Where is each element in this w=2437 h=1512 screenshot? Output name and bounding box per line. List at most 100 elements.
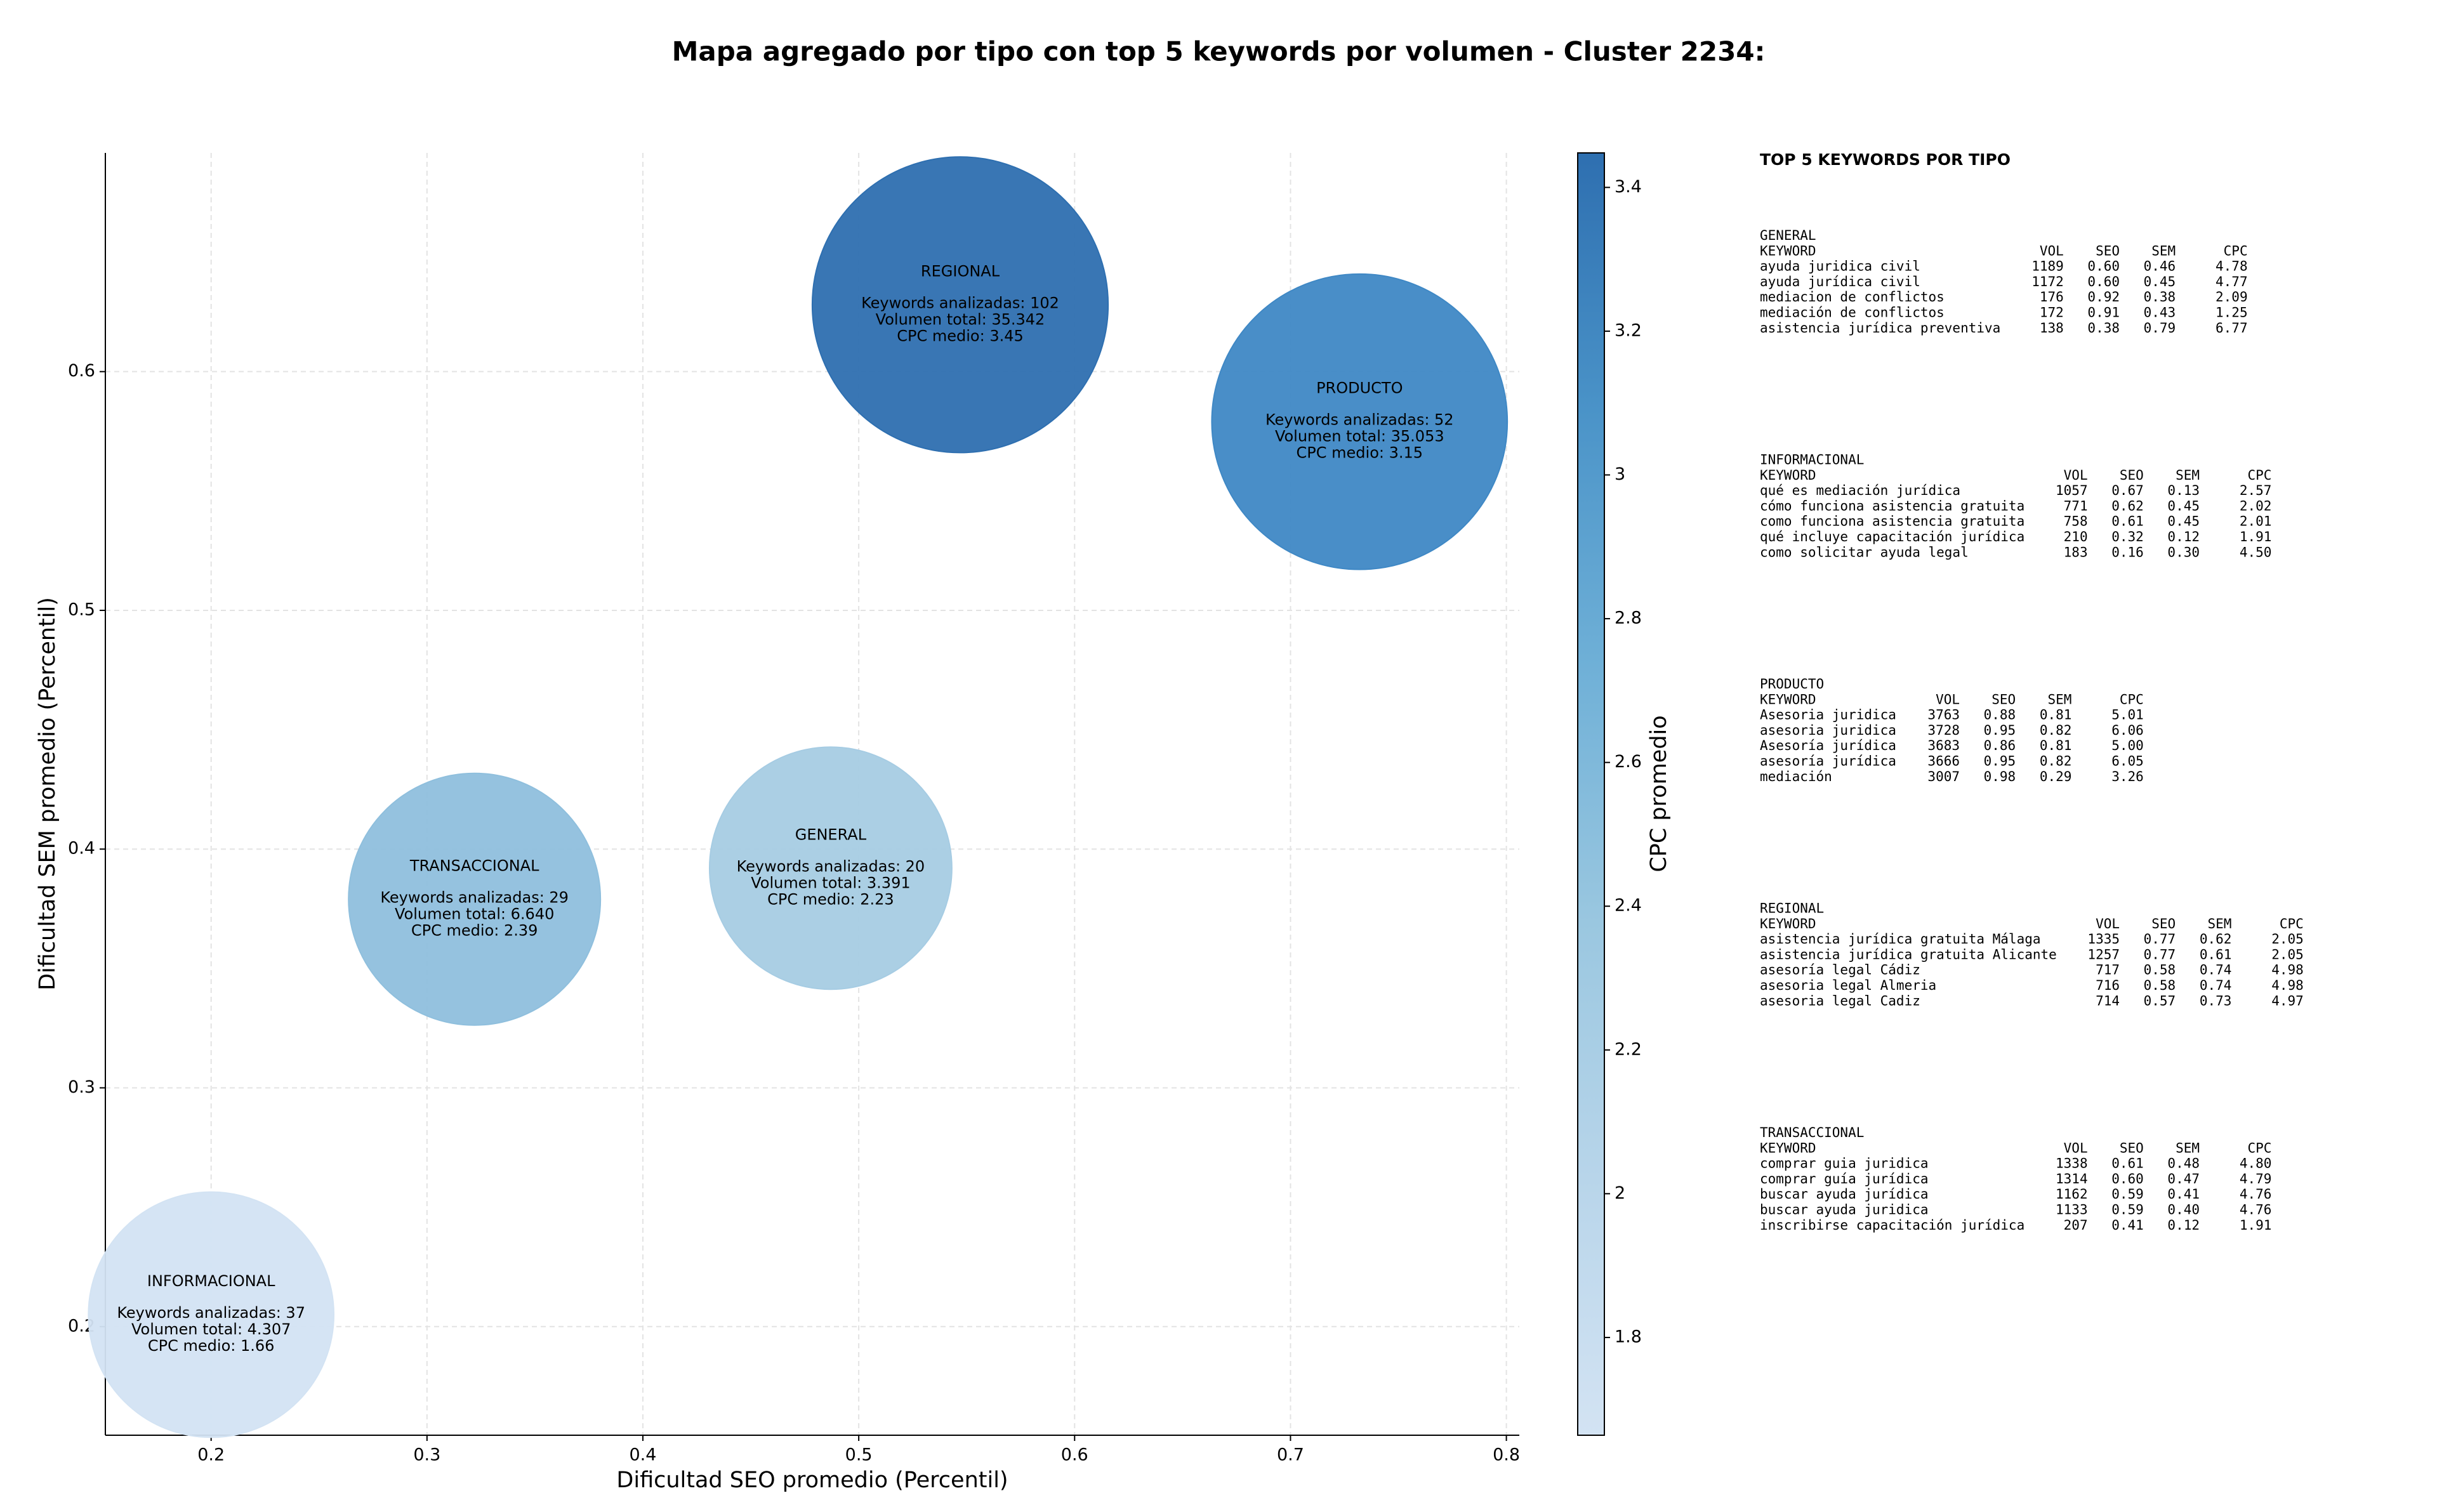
bubble	[88, 1191, 335, 1438]
bubble-label: Keywords analizadas: 102	[861, 294, 1059, 312]
column-header: KEYWORD	[1760, 243, 1816, 258]
table-cell: 0.58	[2144, 978, 2176, 993]
table-cell: 4.78	[2216, 259, 2248, 274]
column-header: CPC	[2120, 692, 2144, 707]
table-cell: 0.16	[2111, 544, 2144, 560]
table-cell: 0.59	[2111, 1187, 2144, 1202]
table-cell: 0.61	[2111, 514, 2144, 529]
table-cell: 0.73	[2200, 993, 2232, 1008]
table-cell: 0.30	[2167, 544, 2200, 560]
column-header: SEM	[2207, 916, 2231, 931]
column-header: CPC	[2247, 1140, 2271, 1155]
table-cell: 1338	[2056, 1156, 2088, 1171]
x-tick-label: 0.3	[413, 1445, 440, 1465]
bubble-name: GENERAL	[795, 825, 867, 843]
table-cell: 0.81	[2040, 707, 2072, 723]
table-cell: 0.47	[2167, 1171, 2200, 1187]
table-cell: 0.38	[2087, 320, 2120, 336]
table-cell: 5.01	[2111, 707, 2144, 723]
table-cell: 0.81	[2040, 738, 2072, 753]
bubble-label: CPC medio: 3.45	[897, 327, 1024, 345]
table-cell: 758	[2064, 514, 2088, 529]
bubble	[348, 772, 602, 1026]
table-cell: 3.26	[2111, 769, 2144, 784]
table-cell: 2.05	[2271, 931, 2304, 947]
bubble-name: REGIONAL	[921, 262, 1000, 280]
table-cell: 0.29	[2040, 769, 2072, 784]
table-cell: 0.58	[2144, 963, 2176, 978]
table-cell: 0.74	[2200, 978, 2232, 993]
table-cell: 1257	[2087, 947, 2120, 962]
table-cell: 3763	[1927, 707, 1960, 723]
table-cell: como solicitar ayuda legal	[1760, 544, 1969, 560]
column-header: CPC	[2280, 916, 2304, 931]
bubble-label: Volumen total: 3.391	[751, 874, 910, 891]
y-axis-label: Dificultad SEM promedio (Percentil)	[35, 597, 60, 990]
table-cell: qué es mediación jurídica	[1760, 483, 1960, 498]
bubble-label: CPC medio: 3.15	[1297, 444, 1423, 462]
table-cell: 0.41	[2167, 1187, 2200, 1202]
table-cell: 1057	[2056, 483, 2088, 498]
column-header: VOL	[2040, 243, 2064, 258]
bubble-label: Keywords analizadas: 29	[380, 888, 569, 906]
table-cell: 0.61	[2200, 947, 2232, 962]
column-header: SEO	[1991, 692, 2016, 707]
table-cell: 0.60	[2087, 259, 2120, 274]
table-cell: 0.12	[2167, 1218, 2200, 1233]
column-header: SEM	[2047, 692, 2071, 707]
table-cell: 0.95	[1984, 754, 2016, 769]
table-cell: mediacion de conflictos	[1760, 289, 1945, 305]
table-cell: asistencia jurídica gratuita Alicante	[1760, 947, 2057, 962]
table-cell: 0.40	[2167, 1202, 2200, 1218]
table-cell: asesoría jurídica	[1760, 754, 1896, 769]
table-cell: 6.06	[2111, 723, 2144, 738]
table-cell: 4.77	[2216, 274, 2248, 289]
column-header: SEO	[2120, 468, 2144, 483]
table-cell: 0.77	[2144, 931, 2176, 947]
column-header: SEO	[2151, 916, 2176, 931]
table-cell: 3666	[1927, 754, 1960, 769]
x-axis-label: Dificultad SEO promedio (Percentil)	[616, 1468, 1008, 1493]
table-cell: 0.45	[2144, 274, 2176, 289]
chart-title: Mapa agregado por tipo con top 5 keyword…	[672, 36, 1766, 67]
colorbar-tick-label: 2.6	[1615, 752, 1642, 772]
colorbar-label: CPC promedio	[1646, 715, 1672, 872]
table-cell: 4.79	[2240, 1171, 2272, 1187]
table-cell: comprar guia juridica	[1760, 1156, 1929, 1171]
table-cell: 0.41	[2111, 1218, 2144, 1233]
table-cell: 4.80	[2240, 1156, 2272, 1171]
y-tick-label: 0.3	[68, 1077, 95, 1097]
bubble-label: CPC medio: 2.23	[767, 890, 894, 908]
table-cell: 0.77	[2144, 947, 2176, 962]
table-cell: mediación de conflictos	[1760, 305, 1945, 320]
column-header: KEYWORD	[1760, 692, 1816, 707]
table-cell: 0.61	[2111, 1156, 2144, 1171]
table-cell: 0.60	[2111, 1171, 2144, 1187]
table-cell: 6.77	[2216, 320, 2248, 336]
table-cell: 1162	[2056, 1187, 2088, 1202]
x-tick-label: 0.4	[630, 1445, 657, 1465]
table-cell: 2.02	[2240, 498, 2272, 513]
table-cell: 0.43	[2144, 305, 2176, 320]
table-cell: 2.57	[2240, 483, 2272, 498]
table-cell: 0.13	[2167, 483, 2200, 498]
table-cell: ayuda jurídica civil	[1760, 274, 1920, 289]
block-name: GENERAL	[1760, 228, 1816, 243]
table-cell: 3728	[1927, 723, 1960, 738]
table-cell: 0.67	[2111, 483, 2144, 498]
table-cell: 771	[2064, 498, 2088, 513]
colorbar-tick-label: 3.4	[1615, 177, 1642, 197]
table-cell: 183	[2064, 544, 2088, 560]
table-cell: asesoría legal Cádiz	[1760, 963, 1920, 978]
colorbar-tick-label: 2.2	[1615, 1039, 1642, 1059]
bubble-label: Volumen total: 35.053	[1275, 428, 1444, 445]
table-cell: 4.76	[2240, 1202, 2272, 1218]
table-cell: 4.97	[2271, 993, 2304, 1008]
table-cell: 1335	[2087, 931, 2120, 947]
table-cell: 6.05	[2111, 754, 2144, 769]
x-tick-label: 0.6	[1061, 1445, 1088, 1465]
table-cell: 5.00	[2111, 738, 2144, 753]
table-cell: 1189	[2031, 259, 2064, 274]
table-cell: asesoria juridica	[1760, 723, 1896, 738]
